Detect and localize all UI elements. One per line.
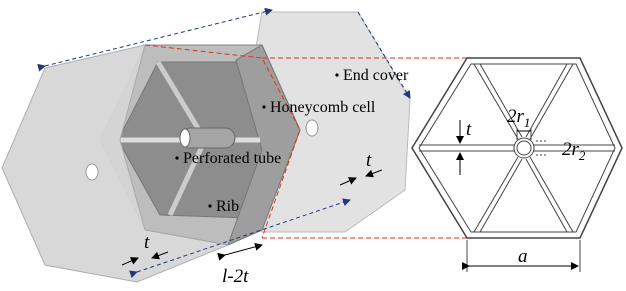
dimension-label: l-2t: [222, 266, 249, 287]
page: End cover Honeycomb cell Perforated tube…: [0, 0, 626, 291]
r2-main: 2r: [562, 139, 580, 160]
hole: [306, 120, 318, 136]
r1-main: 2r: [507, 106, 525, 127]
dimension-label: 2r2: [562, 139, 586, 163]
r2-sub: 2: [579, 148, 586, 163]
dimension-label: t: [466, 119, 472, 140]
dimension-label: t: [366, 150, 372, 171]
tube-hole: [180, 129, 190, 147]
label: Honeycomb cell: [270, 99, 376, 116]
dimension-label: t: [144, 232, 150, 253]
label: Perforated tube: [183, 150, 281, 167]
schematic: [412, 58, 622, 272]
label: End cover: [343, 67, 409, 84]
label: Rib: [216, 198, 239, 215]
hole: [86, 164, 98, 180]
r1-sub: 1: [524, 115, 531, 130]
dimension-label: a: [518, 246, 528, 267]
diagram: End cover Honeycomb cell Perforated tube…: [0, 0, 626, 291]
dimension-label: 2r1: [507, 106, 530, 130]
